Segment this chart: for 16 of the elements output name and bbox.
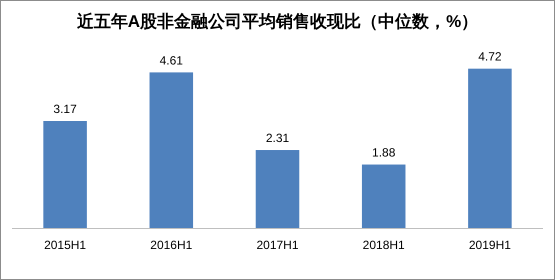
data-label: 2.31 xyxy=(266,131,290,146)
bar xyxy=(468,68,512,228)
x-tick-label: 2016H1 xyxy=(150,238,193,252)
data-label: 4.61 xyxy=(160,53,184,68)
bar xyxy=(256,150,300,228)
x-tick-label: 2015H1 xyxy=(44,238,86,252)
bar xyxy=(43,121,87,228)
data-label: 1.88 xyxy=(372,146,396,160)
x-tick-label: 2017H1 xyxy=(256,238,299,252)
data-label: 3.17 xyxy=(53,102,78,116)
bar xyxy=(150,72,194,228)
bar xyxy=(362,164,406,228)
x-tick-label: 2019H1 xyxy=(468,238,512,252)
chart-title: 近五年A股非金融公司平均销售收现比（中位数，%） xyxy=(76,12,478,31)
x-tick-label: 2018H1 xyxy=(362,238,406,252)
data-label: 4.72 xyxy=(478,50,502,64)
